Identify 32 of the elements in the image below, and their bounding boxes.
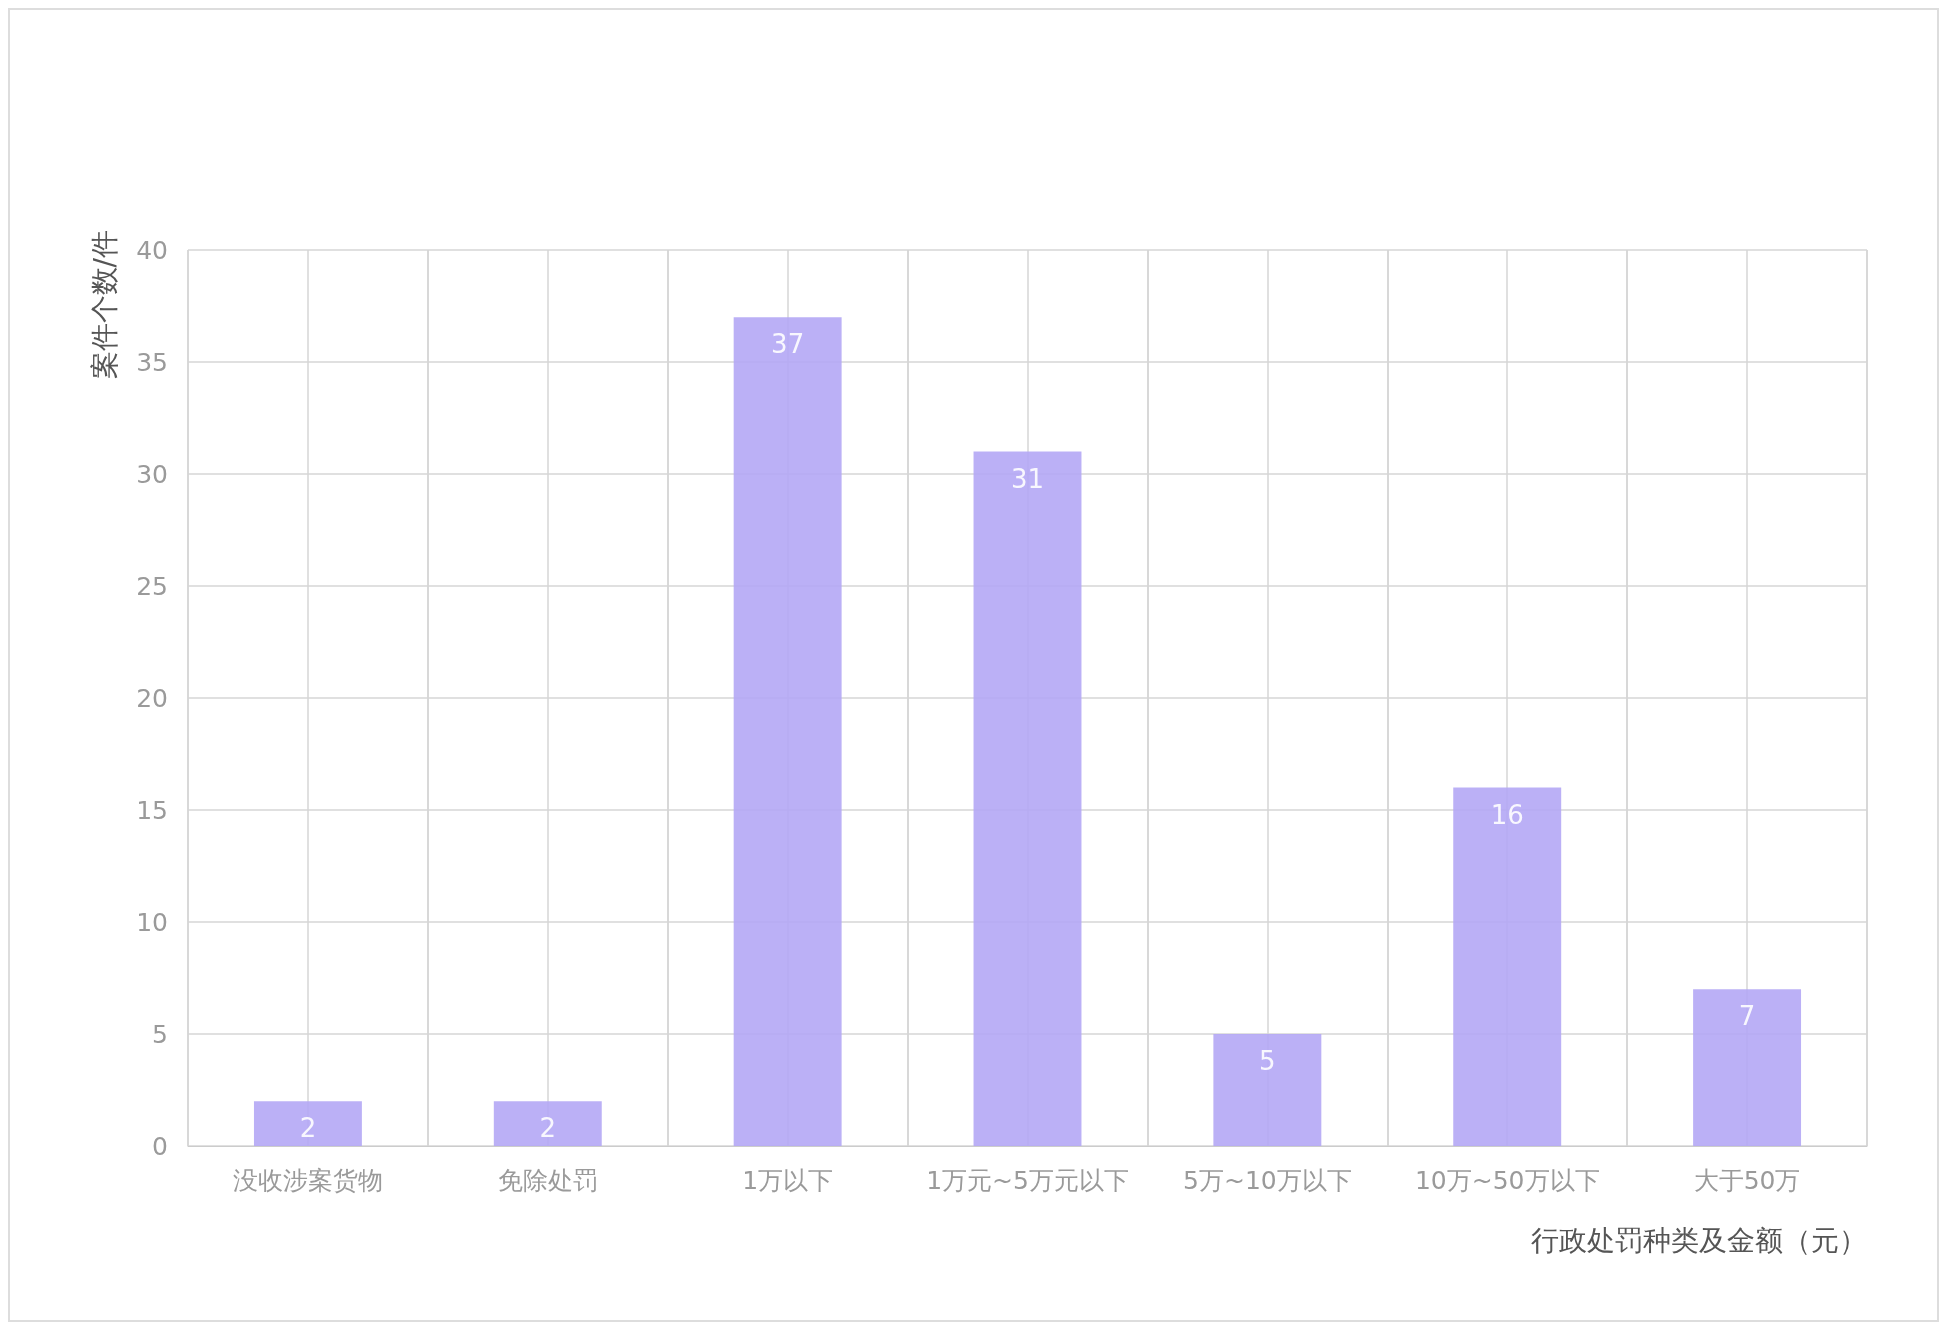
bar — [493, 1101, 602, 1146]
x-tick-label: 5万~10万以下 — [1183, 1166, 1352, 1195]
x-tick-label: 10万~50万以下 — [1414, 1166, 1600, 1195]
x-tick-label: 大于50万 — [1693, 1166, 1801, 1195]
data-label: 37 — [771, 329, 805, 360]
bar — [1213, 1034, 1322, 1146]
y-tick-label: 15 — [136, 795, 168, 825]
bar — [1453, 787, 1562, 1146]
data-label: 5 — [1259, 1046, 1276, 1076]
y-tick-label: 20 — [136, 683, 168, 713]
bar — [733, 317, 842, 1146]
y-tick-label: 35 — [136, 347, 168, 377]
y-tick-label: 25 — [136, 571, 168, 601]
bar — [253, 1101, 362, 1146]
y-tick-label: 5 — [152, 1019, 168, 1049]
y-tick-label: 30 — [136, 459, 168, 489]
data-label: 2 — [299, 1113, 317, 1144]
x-tick-label: 1万元~5万元以下 — [926, 1166, 1129, 1195]
bar — [973, 451, 1082, 1146]
y-tick-label: 10 — [136, 907, 168, 937]
data-label: 16 — [1490, 799, 1524, 830]
y-tick-label: 40 — [136, 235, 168, 265]
y-axis-title: 案件个数/件 — [87, 230, 121, 380]
x-tick-label: 1万以下 — [742, 1166, 834, 1195]
y-tick-label: 0 — [152, 1131, 168, 1161]
x-axis-title: 行政处罚种类及金额（元） — [1531, 1223, 1867, 1257]
x-tick-label: 没收涉案货物 — [232, 1166, 383, 1195]
data-label: 31 — [1010, 463, 1045, 494]
bar — [1693, 989, 1802, 1146]
x-tick-label: 免除处罚 — [497, 1166, 598, 1195]
data-label: 2 — [539, 1113, 557, 1144]
data-label: 7 — [1738, 1001, 1756, 1032]
